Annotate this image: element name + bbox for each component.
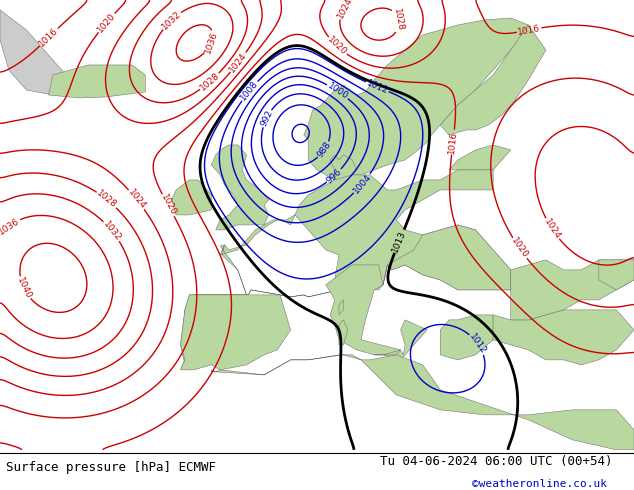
Polygon shape <box>598 260 634 290</box>
Text: Tu 04-06-2024 06:00 UTC (00+54): Tu 04-06-2024 06:00 UTC (00+54) <box>380 455 613 468</box>
Text: 988: 988 <box>316 140 333 160</box>
Text: 1012: 1012 <box>467 332 488 356</box>
Polygon shape <box>511 260 634 320</box>
Polygon shape <box>339 300 344 315</box>
Polygon shape <box>493 310 634 365</box>
Polygon shape <box>172 180 211 215</box>
Text: 1032: 1032 <box>160 9 183 31</box>
Text: 1008: 1008 <box>239 79 260 103</box>
Text: 1024: 1024 <box>335 0 354 21</box>
Text: 1020: 1020 <box>96 11 117 34</box>
Text: 1024: 1024 <box>542 217 562 241</box>
Text: 1028: 1028 <box>392 8 405 32</box>
Polygon shape <box>449 145 511 170</box>
Text: 1020: 1020 <box>509 236 530 260</box>
Text: 996: 996 <box>325 167 344 185</box>
Polygon shape <box>0 10 70 95</box>
Text: 1036: 1036 <box>0 216 22 236</box>
Text: 1024: 1024 <box>126 188 147 211</box>
Polygon shape <box>440 25 546 135</box>
Polygon shape <box>48 65 145 98</box>
Text: 1016: 1016 <box>447 130 459 154</box>
Polygon shape <box>211 145 269 230</box>
Polygon shape <box>374 350 401 355</box>
Text: 992: 992 <box>259 109 275 128</box>
Text: 1004: 1004 <box>351 172 373 196</box>
Polygon shape <box>326 265 427 360</box>
Text: 1028: 1028 <box>95 189 119 210</box>
Polygon shape <box>181 295 290 370</box>
Text: 1028: 1028 <box>198 71 221 93</box>
Text: 1032: 1032 <box>101 220 122 243</box>
Polygon shape <box>211 355 634 450</box>
Text: 1020: 1020 <box>158 193 178 218</box>
Text: 1016: 1016 <box>517 24 541 37</box>
Text: 1012: 1012 <box>365 78 389 96</box>
Polygon shape <box>440 315 493 360</box>
Text: 1040: 1040 <box>15 276 33 300</box>
Polygon shape <box>330 155 356 180</box>
Polygon shape <box>181 295 249 370</box>
Text: ©weatheronline.co.uk: ©weatheronline.co.uk <box>472 479 607 489</box>
Polygon shape <box>304 18 528 180</box>
Text: 1000: 1000 <box>326 81 350 101</box>
Text: Surface pressure [hPa] ECMWF: Surface pressure [hPa] ECMWF <box>6 462 216 474</box>
Text: 1020: 1020 <box>326 35 349 57</box>
Text: 1036: 1036 <box>204 30 219 55</box>
Text: 1013: 1013 <box>391 229 408 254</box>
Polygon shape <box>383 225 511 290</box>
Text: 1016: 1016 <box>37 26 60 49</box>
Polygon shape <box>339 320 348 345</box>
Text: 1024: 1024 <box>228 50 249 74</box>
Polygon shape <box>220 170 511 297</box>
